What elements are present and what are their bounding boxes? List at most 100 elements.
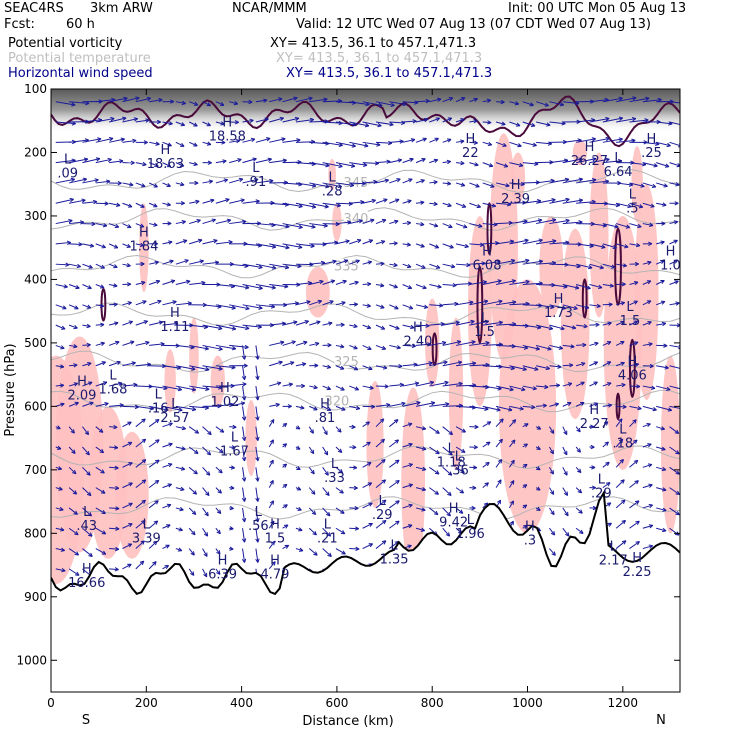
- wind-vector: [389, 242, 398, 245]
- wind-vector: [402, 382, 419, 387]
- wind-vector-head: [606, 502, 612, 507]
- wind-vector: [95, 342, 105, 346]
- wind-vector: [616, 243, 629, 248]
- wind-vector-head: [647, 443, 652, 448]
- wind-vector: [335, 365, 345, 370]
- wind-vector: [215, 324, 236, 330]
- wind-vector-head: [683, 407, 687, 410]
- wind-vector-head: [471, 505, 476, 511]
- extremum-value: 1.5: [474, 325, 495, 340]
- wind-vector: [509, 385, 526, 391]
- wind-vector-head: [86, 304, 92, 309]
- wind-vector-head: [174, 321, 179, 326]
- y-tick-label: 700: [24, 463, 47, 477]
- wind-vector: [442, 243, 454, 249]
- wind-vector-head: [648, 342, 653, 347]
- wind-vector-head: [368, 239, 374, 244]
- wind-vector: [255, 223, 276, 226]
- wind-vector: [229, 199, 245, 204]
- wind-vector-head: [241, 558, 247, 563]
- wind-vector-head: [578, 157, 583, 162]
- wind-vector-head: [155, 418, 160, 424]
- wind-vector: [109, 322, 119, 326]
- wind-vector-head: [313, 551, 318, 556]
- wind-vector-head: [119, 403, 124, 408]
- wind-vector: [655, 280, 665, 285]
- legend-theta-xy: XY= 413.5, 36.1 to 457.1,471.3: [276, 51, 483, 66]
- wind-vector-head: [106, 179, 111, 184]
- wind-vector: [162, 301, 177, 306]
- wind-vector: [549, 446, 554, 455]
- wind-vector: [82, 548, 93, 557]
- wind-vector: [615, 321, 625, 326]
- extremum-value: 1.5: [620, 314, 641, 329]
- wind-vector: [215, 101, 225, 106]
- wind-vector-head: [69, 197, 74, 203]
- wind-vector-head: [182, 239, 188, 244]
- wind-vector-head: [648, 483, 653, 488]
- wind-vector: [455, 243, 469, 248]
- wind-vector-head: [270, 520, 275, 526]
- wind-vector-head: [269, 500, 275, 505]
- wind-vector-head: [231, 326, 237, 331]
- wind-vector: [535, 121, 551, 126]
- wind-vector: [415, 402, 435, 407]
- wind-vector: [362, 101, 383, 107]
- wind-vector-head: [406, 220, 412, 226]
- wind-vector: [469, 405, 489, 410]
- wind-vector: [629, 320, 638, 326]
- wind-vector: [295, 320, 309, 326]
- wind-vector-head: [145, 118, 150, 123]
- wind-vector-head: [421, 446, 427, 451]
- wind-vector-head: [678, 344, 680, 350]
- wind-vector: [202, 487, 210, 496]
- wind-vector: [415, 324, 430, 327]
- wind-vector: [109, 527, 120, 530]
- wind-vector: [615, 341, 625, 346]
- wind-vector-head: [522, 524, 528, 530]
- wind-vector-head: [110, 116, 115, 122]
- wind-vector: [135, 182, 146, 187]
- wind-vector-head: [181, 446, 186, 451]
- wind-vector: [149, 321, 163, 326]
- wind-vector-head: [73, 363, 78, 368]
- wind-vector: [549, 159, 569, 164]
- wind-vector-head: [59, 527, 65, 532]
- wind-vector-head: [603, 421, 609, 426]
- wind-vector: [429, 159, 438, 164]
- wind-vector: [375, 365, 388, 369]
- wind-vector: [602, 243, 617, 249]
- wind-vector: [109, 568, 119, 571]
- wind-vector-head: [552, 239, 557, 244]
- wind-vector: [188, 527, 196, 536]
- wind-vector: [402, 200, 412, 204]
- wind-vector-head: [661, 221, 666, 226]
- wind-vector-head: [612, 244, 617, 250]
- wind-vector: [229, 101, 238, 105]
- wind-vector: [442, 182, 451, 185]
- wind-vector: [482, 385, 502, 390]
- wind-vector-head: [355, 259, 360, 264]
- wind-vector-head: [141, 520, 146, 525]
- wind-vector-head: [101, 361, 106, 366]
- wind-vector-head: [194, 429, 200, 434]
- wind-vector-head: [132, 138, 137, 144]
- wind-vector-head: [310, 449, 315, 455]
- wind-vector-head: [219, 428, 225, 433]
- wind-vector-head: [498, 438, 503, 444]
- wind-vector: [68, 304, 79, 310]
- extremum-value: 26.27: [571, 154, 608, 169]
- wind-vector-head: [471, 361, 477, 366]
- wind-vector: [669, 527, 680, 536]
- wind-vector: [642, 405, 657, 411]
- wind-vector: [549, 548, 556, 556]
- wind-vector: [269, 263, 289, 269]
- wind-vector: [55, 384, 64, 387]
- wind-vector: [522, 219, 543, 225]
- wind-vector-head: [393, 284, 398, 289]
- wind-vector: [95, 180, 111, 184]
- wind-vector-head: [607, 522, 612, 527]
- wind-vector-head: [114, 321, 119, 326]
- wind-vector: [389, 520, 400, 529]
